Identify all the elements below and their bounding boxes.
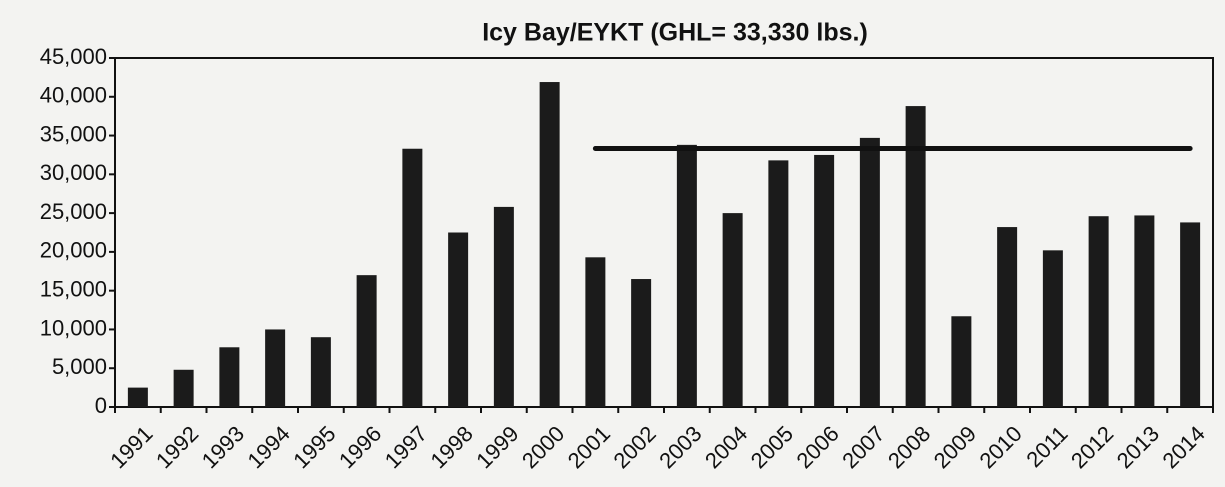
y-tick-label: 0 (95, 393, 107, 418)
y-tick-label: 20,000 (40, 238, 107, 263)
bar (951, 316, 972, 407)
bar (997, 227, 1018, 407)
bar (1180, 222, 1201, 407)
bar (1088, 216, 1109, 407)
bar (1134, 215, 1155, 407)
y-tick-label: 35,000 (40, 121, 107, 146)
y-tick-label: 15,000 (40, 276, 107, 301)
bar (814, 154, 835, 407)
bar (905, 106, 926, 407)
y-tick-label: 45,000 (40, 44, 107, 69)
bar (219, 347, 240, 407)
bar (448, 232, 469, 407)
chart-title: Icy Bay/EYKT (GHL= 33,330 lbs.) (482, 19, 868, 47)
y-tick-label: 5,000 (52, 354, 107, 379)
bar (722, 213, 743, 407)
bar (265, 329, 286, 407)
bar (859, 137, 880, 408)
y-tick-label: 40,000 (40, 83, 107, 108)
y-tick-label: 10,000 (40, 315, 107, 340)
bar (493, 206, 514, 407)
bar (631, 279, 652, 407)
bar (127, 387, 148, 407)
bar (173, 369, 194, 407)
y-tick-label: 30,000 (40, 160, 107, 185)
bar (676, 144, 697, 407)
bar (310, 337, 331, 407)
bar (768, 160, 789, 407)
bar (585, 257, 606, 407)
bar (539, 82, 560, 407)
bar (356, 275, 377, 407)
bar (402, 148, 423, 408)
bar (1042, 250, 1063, 407)
y-tick-label: 25,000 (40, 199, 107, 224)
